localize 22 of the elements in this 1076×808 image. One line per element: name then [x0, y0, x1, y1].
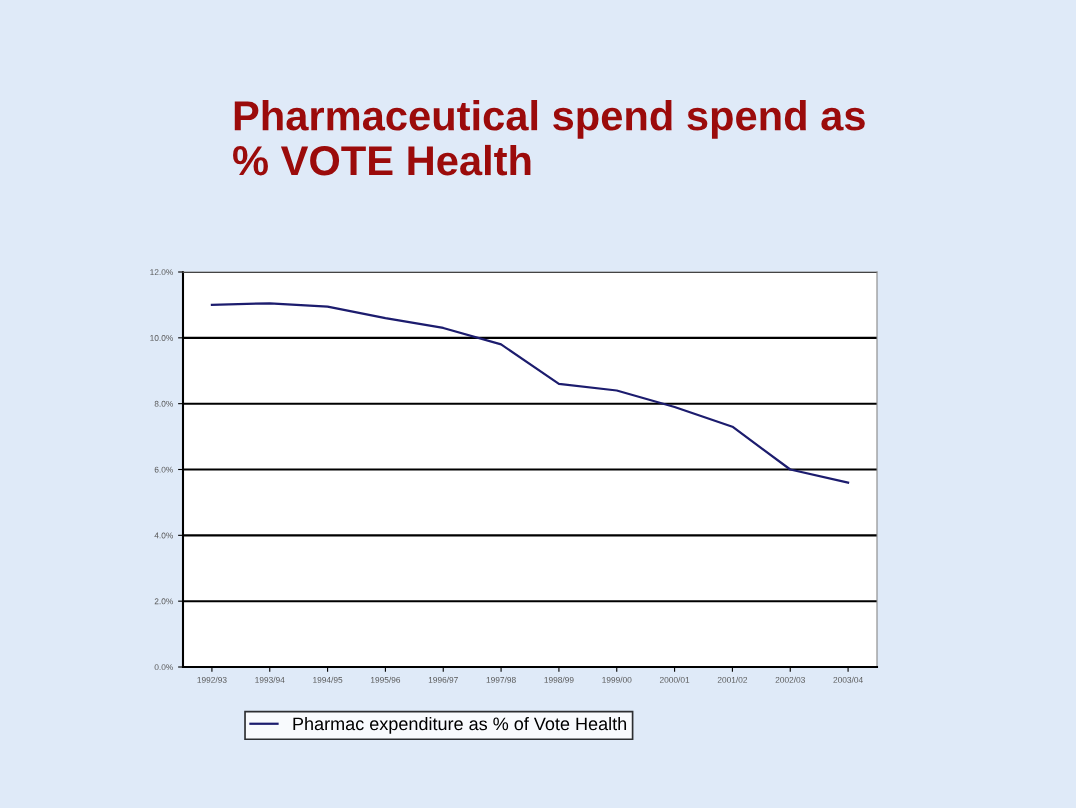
x-tick-label: 1994/95 — [313, 676, 343, 683]
x-tick-label: 1993/94 — [255, 676, 285, 683]
x-tick-label: 1997/98 — [486, 676, 516, 683]
y-tick-label: 2.0% — [154, 598, 173, 605]
x-tick-label: 1992/93 — [197, 676, 227, 683]
x-tick-label: 1998/99 — [544, 676, 574, 683]
y-tick-label: 4.0% — [154, 532, 173, 539]
x-tick-label: 1999/00 — [602, 676, 632, 683]
y-tick-label: 8.0% — [154, 400, 173, 407]
chart-title: Pharmaceutical spend spend as % VOTE Health — [233, 100, 865, 176]
y-tick-label: 6.0% — [154, 466, 173, 473]
y-tick-label: 12.0% — [150, 269, 173, 276]
y-tick-label: 0.0% — [154, 664, 173, 671]
line-series — [210, 302, 850, 484]
y-tick-label: 10.0% — [150, 335, 173, 341]
legend-label: Pharmac expenditure as % of Vote Health — [293, 716, 627, 734]
x-tick-label: 1995/96 — [370, 676, 401, 683]
x-tick-label: 2003/04 — [833, 676, 863, 683]
x-tick-label: 2000/01 — [659, 676, 690, 683]
x-tick-label: 1996/97 — [428, 676, 458, 683]
x-tick-label: 2001/02 — [717, 676, 748, 683]
x-tick-label: 2002/03 — [775, 676, 805, 683]
